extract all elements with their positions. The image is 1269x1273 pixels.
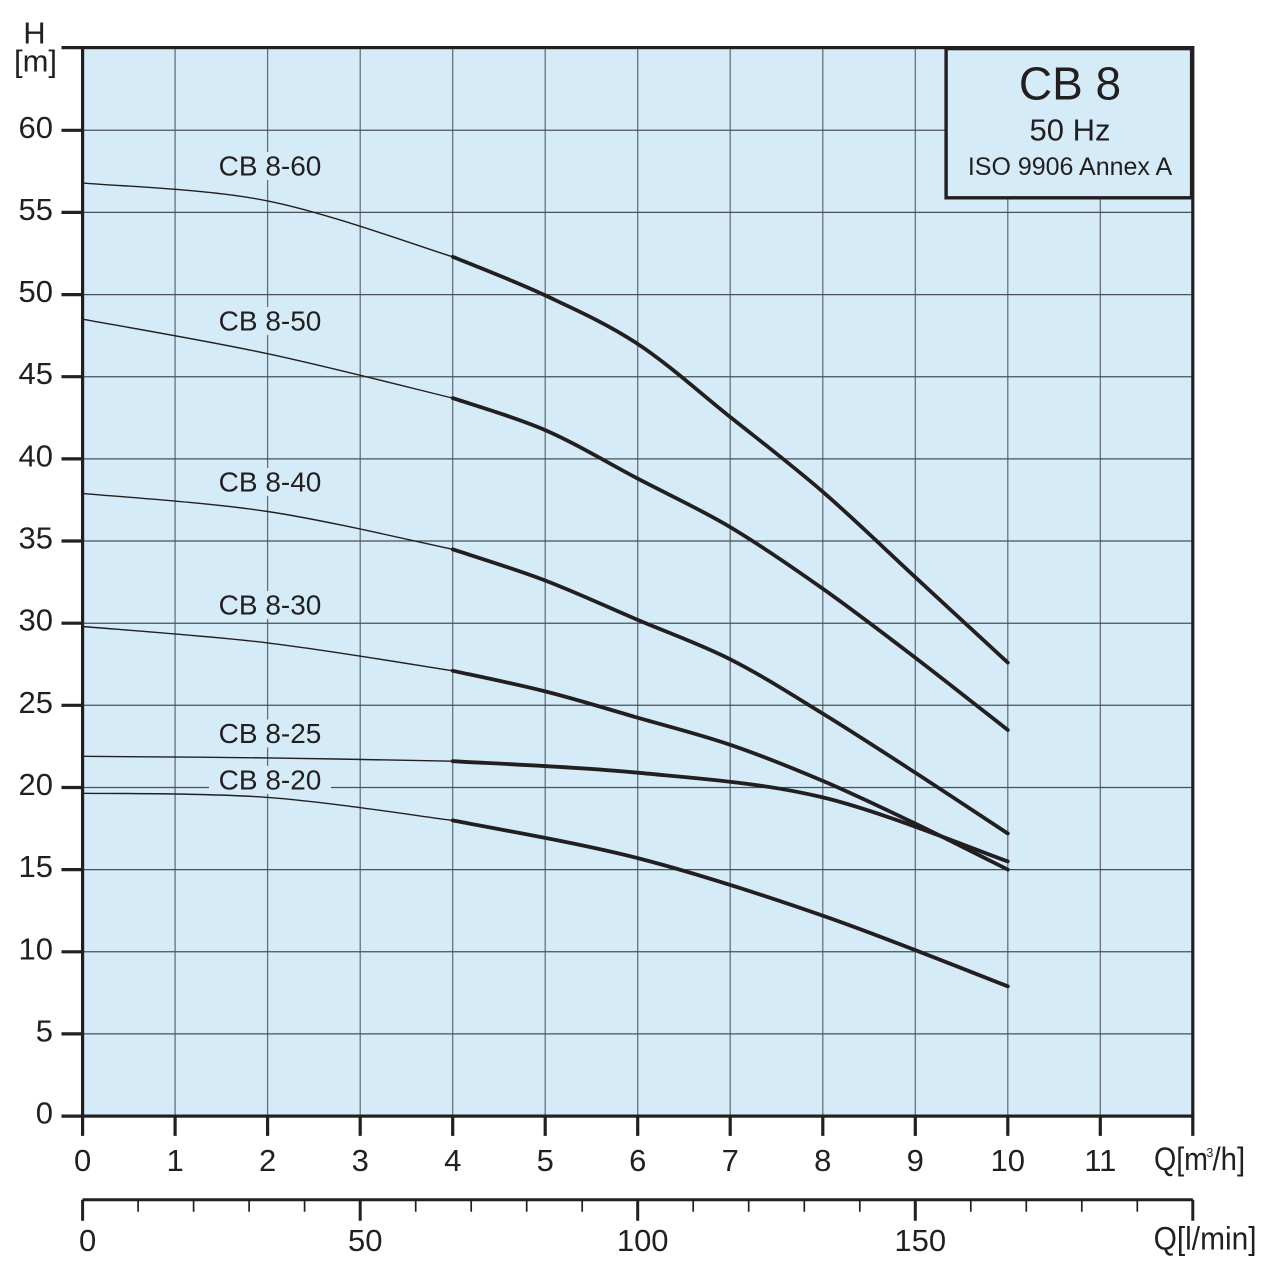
svg-text:/h]: /h] (1213, 1141, 1246, 1177)
svg-text:6: 6 (629, 1143, 646, 1178)
svg-text:150: 150 (894, 1223, 946, 1258)
svg-text:50: 50 (19, 274, 53, 309)
svg-text:3: 3 (352, 1143, 369, 1178)
svg-text:ISO 9906 Annex A: ISO 9906 Annex A (968, 153, 1173, 181)
svg-text:100: 100 (617, 1223, 669, 1258)
svg-text:10: 10 (991, 1143, 1025, 1178)
svg-text:55: 55 (19, 192, 53, 227)
svg-text:CB 8-40: CB 8-40 (219, 467, 322, 498)
svg-text:8: 8 (814, 1143, 831, 1178)
svg-text:0: 0 (36, 1096, 53, 1131)
svg-text:3: 3 (1206, 1146, 1213, 1160)
svg-text:45: 45 (19, 356, 53, 391)
svg-text:2: 2 (259, 1143, 276, 1178)
svg-text:11: 11 (1084, 1143, 1116, 1178)
svg-text:9: 9 (907, 1143, 924, 1178)
svg-text:40: 40 (19, 438, 53, 473)
svg-text:CB 8-60: CB 8-60 (219, 151, 322, 182)
svg-text:0: 0 (79, 1223, 96, 1258)
svg-text:50 Hz: 50 Hz (1030, 112, 1111, 147)
svg-text:4: 4 (444, 1143, 461, 1178)
svg-text:1: 1 (166, 1143, 183, 1178)
svg-text:15: 15 (19, 849, 53, 884)
svg-text:[m]: [m] (14, 44, 57, 79)
svg-text:Q[m: Q[m (1154, 1141, 1208, 1177)
svg-text:0: 0 (74, 1143, 91, 1178)
svg-text:35: 35 (19, 521, 53, 556)
svg-text:CB 8: CB 8 (1019, 57, 1121, 109)
svg-text:30: 30 (19, 603, 53, 638)
svg-text:50: 50 (348, 1223, 382, 1258)
svg-text:H: H (23, 16, 45, 51)
svg-text:10: 10 (19, 931, 53, 966)
svg-text:60: 60 (19, 110, 53, 145)
svg-text:CB 8-50: CB 8-50 (219, 306, 322, 337)
svg-text:5: 5 (537, 1143, 554, 1178)
svg-text:25: 25 (19, 685, 53, 720)
svg-text:20: 20 (19, 767, 53, 802)
svg-text:7: 7 (722, 1143, 739, 1178)
svg-text:Q[l/min]: Q[l/min] (1154, 1221, 1257, 1257)
svg-text:CB 8-25: CB 8-25 (219, 718, 322, 749)
svg-text:CB 8-30: CB 8-30 (219, 590, 322, 621)
svg-text:CB 8-20: CB 8-20 (219, 765, 322, 796)
svg-text:5: 5 (36, 1013, 53, 1048)
